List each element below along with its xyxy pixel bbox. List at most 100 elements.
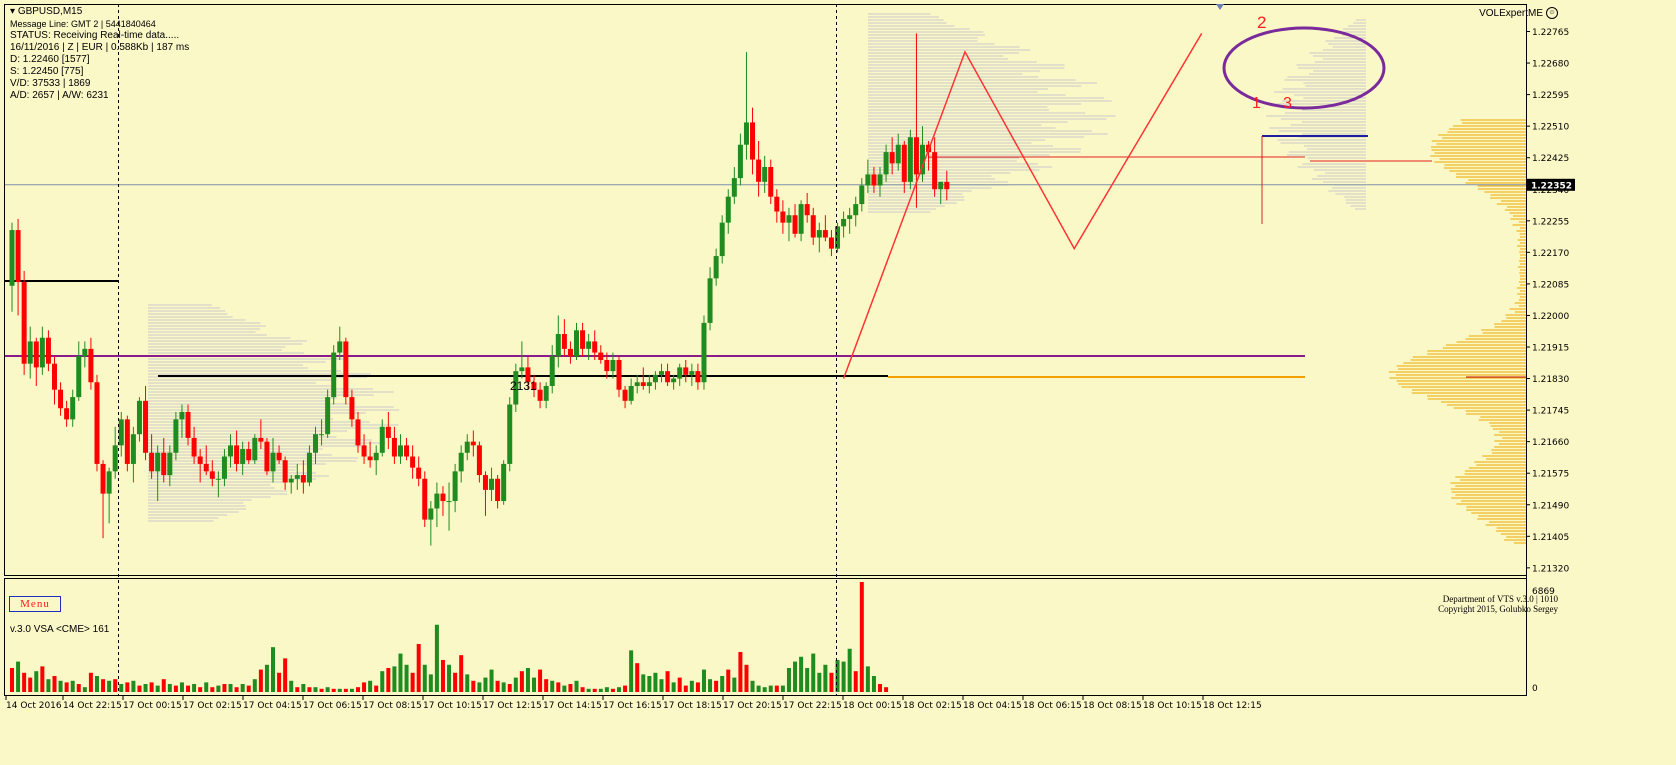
volume-bar: [689, 680, 694, 692]
candle-body: [920, 144, 925, 175]
candle-body: [9, 230, 15, 286]
candle-body: [628, 385, 634, 401]
candle-body: [543, 385, 549, 401]
candle-body: [179, 411, 185, 420]
status-line: STATUS: Receiving Real-time data.....: [10, 30, 180, 41]
candle-body: [313, 434, 318, 453]
volume-bar: [878, 683, 883, 692]
smiley-icon[interactable]: ☺: [1546, 7, 1558, 19]
candle-body: [337, 341, 343, 353]
candle-body: [743, 122, 749, 145]
candle-body: [561, 334, 567, 349]
y-tick-label: 1.21320: [1532, 564, 1569, 574]
volume-bar: [392, 666, 397, 692]
candle-body: [118, 419, 124, 446]
volume-bar: [774, 685, 779, 692]
volume-bar: [362, 682, 367, 692]
volume-bar: [568, 683, 573, 692]
symbol-title[interactable]: ▾ GBPUSD,M15: [10, 6, 189, 18]
volume-bar: [635, 663, 640, 692]
volume-bar: [440, 659, 445, 692]
zigzag-line: [842, 32, 1203, 379]
volume-bar: [277, 672, 282, 692]
volume-bar: [556, 682, 561, 692]
candle-body: [719, 222, 725, 257]
level-label: 2131: [510, 379, 537, 393]
candle-body: [883, 152, 889, 175]
volume-bar: [586, 688, 591, 692]
candle-body: [446, 501, 452, 503]
volume-bar: [677, 677, 682, 692]
candle-body: [130, 434, 136, 464]
volume-bar: [847, 648, 852, 692]
candle-body: [701, 322, 707, 383]
volume-bar: [714, 680, 719, 692]
volume-bar: [10, 667, 14, 692]
volume-bar: [750, 680, 755, 692]
candle-body: [94, 382, 100, 464]
volume-bar: [459, 655, 464, 692]
candle-body: [762, 166, 768, 182]
x-tick-label: 17 Oct 18:15: [663, 701, 722, 711]
volume-bar: [562, 685, 567, 692]
candle-body: [592, 341, 598, 353]
volume-bar: [853, 671, 858, 692]
y-tick-label: 1.21575: [1532, 470, 1569, 480]
volume-bar: [744, 664, 749, 692]
volume-bar: [519, 671, 524, 692]
volume-bar: [683, 685, 688, 692]
candle-body: [428, 508, 434, 520]
y-tick-label: 1.22000: [1532, 312, 1569, 322]
volume-bar: [52, 675, 57, 692]
dropdown-arrow-icon[interactable]: ▾: [10, 6, 16, 17]
volume-bar: [125, 682, 130, 692]
x-tick-label: 18 Oct 12:15: [1203, 701, 1262, 711]
candle-body: [173, 419, 179, 453]
volume-bar: [307, 687, 312, 692]
candle-body: [155, 452, 161, 472]
volume-bar: [301, 683, 306, 692]
volume-bar: [768, 685, 773, 692]
candle-body: [319, 434, 325, 436]
volume-bar: [865, 666, 870, 692]
volume-bar: [355, 687, 360, 692]
volume-bar: [823, 664, 828, 692]
volume-bar: [701, 669, 706, 692]
volume-bar: [471, 680, 476, 692]
candle-body: [567, 348, 573, 357]
y-tick-label: 1.21405: [1532, 533, 1569, 543]
candle-body: [835, 226, 841, 249]
candle-body: [209, 471, 215, 479]
current-price-label: 1.22352: [1531, 181, 1572, 191]
candle-body: [252, 437, 258, 461]
candle-body: [464, 441, 470, 453]
candle-body: [756, 159, 762, 182]
candle-body: [476, 445, 482, 476]
candle-body: [938, 181, 944, 190]
volume-bar: [173, 685, 178, 692]
volume-bar: [623, 685, 628, 692]
axes: 1.22765 1.22680 1.22595 1.22510 1.22425 1.223…: [4, 4, 1575, 711]
y-tick-label: 1.22170: [1532, 249, 1569, 259]
candle-body: [847, 215, 853, 219]
candle-body: [616, 359, 622, 390]
candle-body: [786, 215, 792, 223]
candle-body: [470, 441, 476, 446]
candle-body: [106, 471, 112, 494]
volume-bar: [507, 683, 512, 692]
volume-bar: [149, 682, 154, 692]
candle-body: [343, 341, 349, 398]
volume-bar: [113, 679, 118, 692]
vsa-volume-panel: 6869 0: [10, 582, 1555, 694]
expert-advisor-label[interactable]: VOLExpertME ☺: [1479, 7, 1558, 19]
candle-body: [258, 437, 264, 442]
volume-bar: [131, 680, 136, 692]
menu-button[interactable]: Menu: [9, 596, 61, 612]
candle-body: [531, 382, 537, 390]
candle-body: [33, 341, 39, 368]
candle-body: [901, 144, 907, 182]
candle-body: [434, 493, 440, 509]
y-tick-label: 1.21915: [1532, 344, 1569, 354]
